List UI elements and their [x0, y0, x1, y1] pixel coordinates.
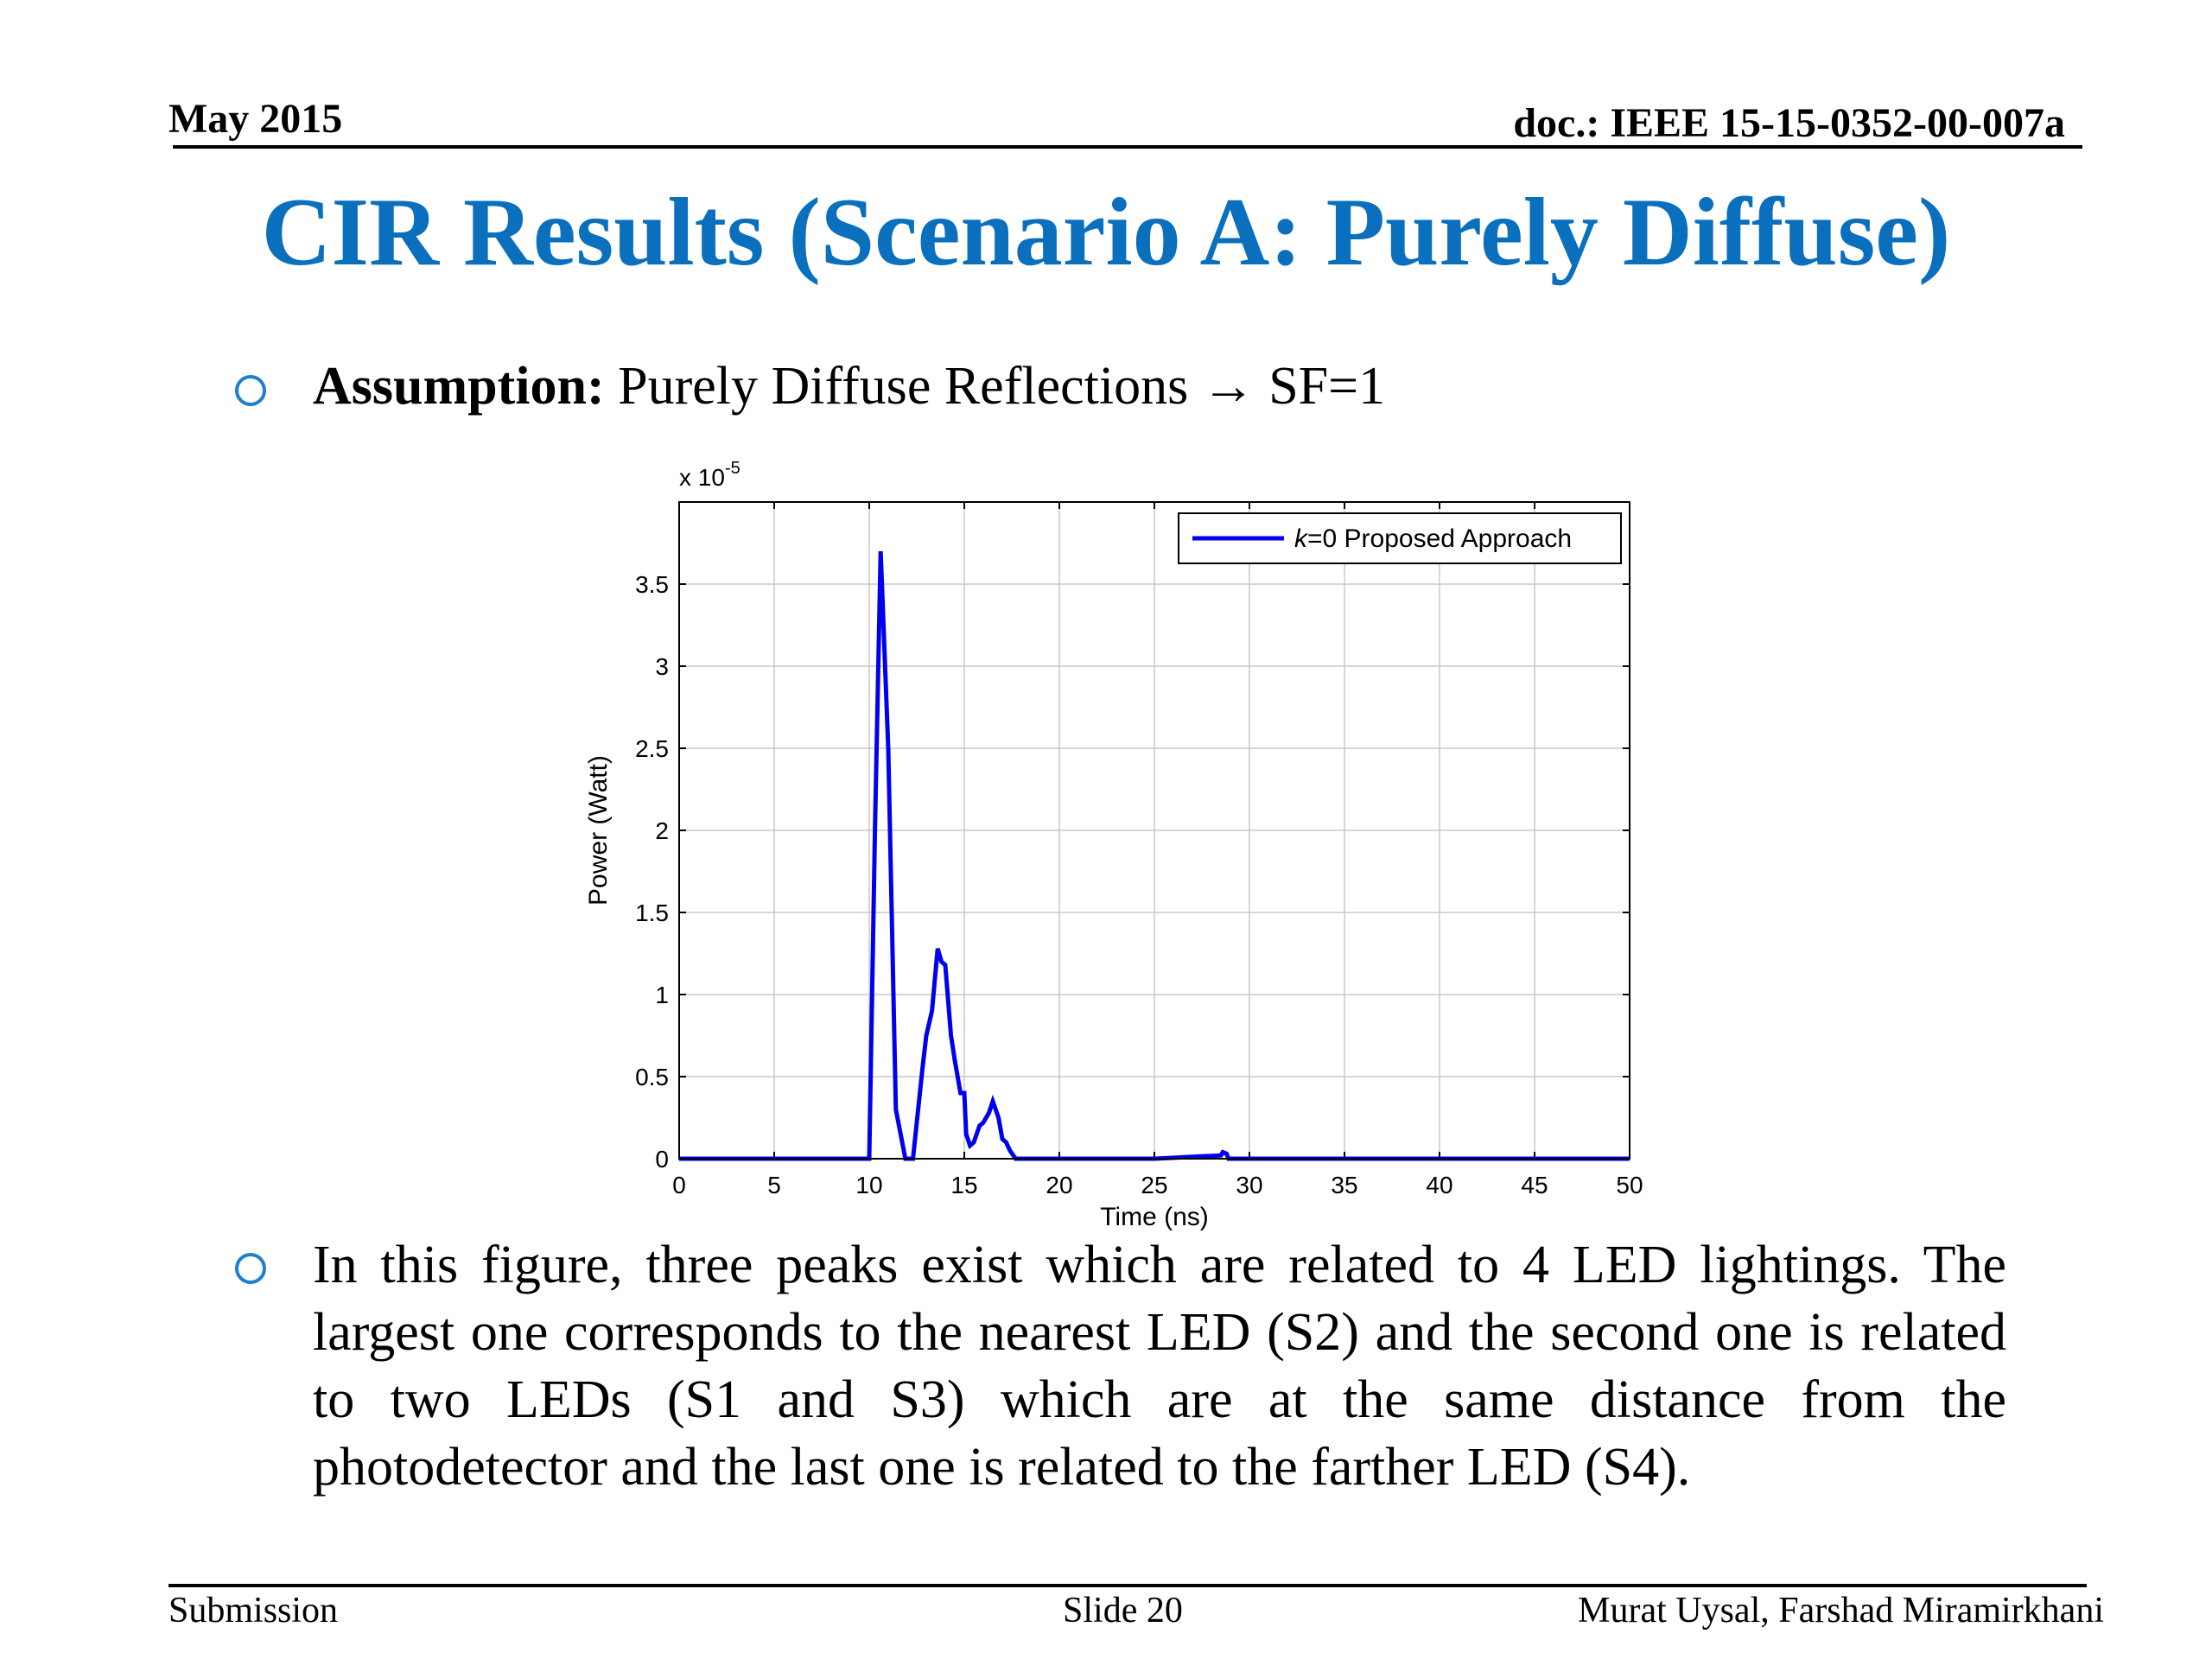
x-tick-labels: 0 5 10 15 20 25 30 35 40 45 50	[672, 1172, 1643, 1198]
y-axis-label: Power (Watt)	[584, 755, 613, 906]
x-tick-label: 20	[1046, 1172, 1072, 1198]
footer-divider	[168, 1584, 2087, 1587]
bullet-assumption-lead: Assumption:	[313, 357, 605, 416]
y-tick-label: 1.5	[635, 899, 669, 926]
x-tick-label: 5	[767, 1172, 781, 1198]
bullet-circle-icon	[235, 375, 266, 406]
y-tick-label: 3.5	[635, 571, 669, 598]
bullet-explanation: In this figure, three peaks exist which …	[313, 1236, 2006, 1497]
y-tick-label: 3	[655, 653, 669, 680]
header-divider	[173, 145, 2082, 149]
x-tick-label: 10	[855, 1172, 882, 1198]
x-tick-label: 25	[1141, 1172, 1167, 1198]
cir-chart: 0 5 10 15 20 25 30 35 40 45 50 0 0.5 1 1.5 2 2.5 3 3.5 x …	[584, 459, 1643, 1231]
x-tick-label: 45	[1521, 1172, 1548, 1198]
x-tick-label: 50	[1616, 1172, 1643, 1198]
y-multiplier: x 10-5	[679, 459, 741, 491]
y-tick-label: 2	[655, 817, 669, 844]
y-tick-label: 2.5	[635, 735, 669, 762]
x-tick-label: 30	[1236, 1172, 1262, 1198]
bullet-assumption: Assumption: Purely Diffuse Reflections →…	[313, 356, 1385, 417]
footer-submission: Submission	[168, 1591, 339, 1630]
bullet-assumption-text: Purely Diffuse Reflections → SF=1	[604, 357, 1386, 416]
y-tick-labels: 0 0.5 1 1.5 2 2.5 3 3.5	[635, 571, 669, 1173]
x-axis-label: Time (ns)	[1100, 1203, 1209, 1231]
grid	[678, 502, 1630, 1160]
y-tick-label: 0	[655, 1146, 669, 1173]
y-tick-label: 1	[655, 982, 669, 1008]
footer-slide-number: Slide 20	[1063, 1591, 1183, 1630]
header-date: May 2015	[168, 96, 343, 142]
plot-frame	[678, 501, 1630, 1160]
x-tick-label: 15	[950, 1172, 977, 1198]
y-tick-label: 0.5	[635, 1064, 669, 1090]
legend-entry: k=0 Proposed Approach	[1294, 524, 1572, 553]
legend: k=0 Proposed Approach	[1178, 512, 1622, 564]
x-tick-label: 40	[1426, 1172, 1452, 1198]
header-doc-id: doc.: IEEE 15-15-0352-00-007a	[1513, 100, 2065, 146]
footer-authors: Murat Uysal, Farshad Miramirkhani	[1578, 1591, 2104, 1630]
x-tick-label: 35	[1331, 1172, 1357, 1198]
slide-title: CIR Results (Scenario A: Purely Diffuse)	[261, 179, 1951, 286]
bullet-circle-icon	[235, 1253, 266, 1284]
x-tick-label: 0	[672, 1172, 686, 1198]
